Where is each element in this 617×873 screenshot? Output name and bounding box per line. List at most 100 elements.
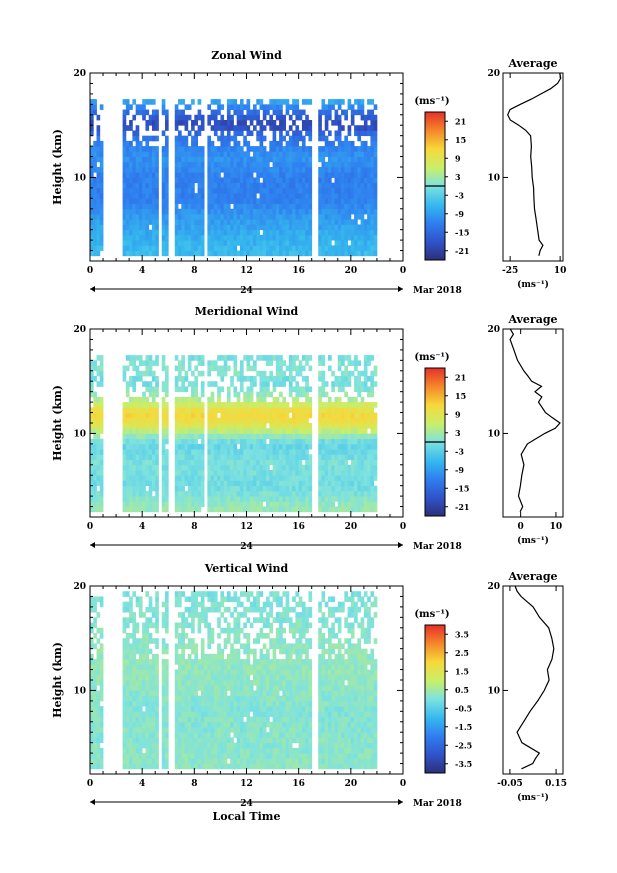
heatmap-cell <box>354 433 358 440</box>
heatmap-cell <box>272 120 277 126</box>
heatmap-cell <box>275 470 280 476</box>
heatmap-cell <box>142 674 146 681</box>
heatmap-cell <box>262 433 267 440</box>
heatmap-cell <box>357 381 362 387</box>
heatmap-cell <box>350 506 355 513</box>
heatmap-cell <box>161 449 166 455</box>
heatmap-cell <box>305 417 309 424</box>
heatmap-cell <box>142 464 146 471</box>
heatmap-cell <box>220 485 225 492</box>
heatmap-cell <box>132 690 137 697</box>
heatmap-cell <box>129 459 133 466</box>
heatmap-cell <box>148 167 153 173</box>
heatmap-cell <box>341 485 345 492</box>
heatmap-cell <box>370 250 375 257</box>
heatmap-cell <box>249 234 254 241</box>
heatmap-cell <box>318 490 322 497</box>
heatmap-cell <box>220 177 225 184</box>
heatmap-cell <box>90 360 94 366</box>
heatmap-cell <box>233 109 238 116</box>
heatmap-cell <box>367 109 371 116</box>
heatmap-cell <box>275 234 280 241</box>
heatmap-cell <box>350 433 355 440</box>
heatmap-cell <box>282 161 287 168</box>
heatmap-cell <box>135 203 140 210</box>
heatmap-cell <box>350 480 355 487</box>
heatmap-cell <box>99 737 104 744</box>
heatmap-cell <box>164 664 169 670</box>
heatmap-cell <box>334 193 339 199</box>
heatmap-cell <box>184 643 189 650</box>
heatmap-cell <box>262 187 267 194</box>
heatmap-cell <box>223 365 228 372</box>
heatmap-cell <box>256 407 260 413</box>
heatmap-cell <box>220 224 225 231</box>
heatmap-cell <box>184 596 189 603</box>
heatmap-cell <box>321 412 326 419</box>
heatmap-cell <box>233 475 238 481</box>
heatmap-cell <box>256 151 260 157</box>
heatmap-cell <box>197 454 202 460</box>
heatmap-cell <box>148 423 153 429</box>
heatmap-cell <box>295 501 300 507</box>
heatmap-cell <box>341 203 345 210</box>
heatmap-cell <box>145 638 150 644</box>
heatmap-cell <box>298 428 303 434</box>
heatmap-cell <box>125 470 130 476</box>
heatmap-cell <box>347 376 352 382</box>
heatmap-cell <box>344 475 348 481</box>
heatmap-cell <box>125 685 130 691</box>
heatmap-cell <box>90 716 94 723</box>
heatmap-cell <box>90 125 94 131</box>
heatmap-cell <box>122 706 127 712</box>
heatmap-cell <box>161 203 166 210</box>
heatmap-cell <box>90 659 94 665</box>
heatmap-cell <box>191 716 195 723</box>
heatmap-cell <box>210 496 215 502</box>
heatmap-cell <box>142 203 146 210</box>
heatmap-cell <box>122 690 127 697</box>
heatmap-cell <box>191 381 195 387</box>
heatmap-cell <box>337 365 342 372</box>
heatmap-cell <box>334 412 339 419</box>
heatmap-cell <box>194 412 198 419</box>
heatmap-cell <box>279 475 283 481</box>
heatmap-cell <box>135 376 140 382</box>
heatmap-cell <box>305 203 309 210</box>
heatmap-cell <box>125 151 130 157</box>
heatmap-cell <box>217 386 221 393</box>
heatmap-cell <box>138 428 143 434</box>
heatmap-cell <box>151 737 156 744</box>
heatmap-cell <box>142 391 146 398</box>
heatmap-cell <box>292 438 296 445</box>
heatmap-cell <box>223 156 228 163</box>
heatmap-cell <box>161 161 166 168</box>
heatmap-cell <box>321 506 326 513</box>
heatmap-cell <box>295 219 300 225</box>
heatmap-cell <box>187 229 192 236</box>
heatmap-cell <box>279 490 283 497</box>
heatmap-cell <box>191 370 195 377</box>
heatmap-cell <box>246 490 251 497</box>
heatmap-cell <box>132 203 137 210</box>
heatmap-cell <box>135 674 140 681</box>
heatmap-cell <box>223 219 228 225</box>
heatmap-cell <box>347 250 352 257</box>
heatmap-cell <box>145 695 150 702</box>
heatmap-cell <box>249 417 254 424</box>
heatmap-cell <box>324 172 329 178</box>
heatmap-cell <box>145 506 150 513</box>
heatmap-cell <box>125 193 130 199</box>
heatmap-cell <box>367 177 371 184</box>
heatmap-cell <box>259 490 264 497</box>
heatmap-cell <box>197 669 202 676</box>
heatmap-cell <box>305 120 309 126</box>
heatmap-cell <box>178 643 182 650</box>
heatmap-cell <box>269 417 273 424</box>
heatmap-cell <box>129 125 133 131</box>
heatmap-cell <box>321 99 326 105</box>
heatmap-cell <box>178 402 182 408</box>
heatmap-cell <box>164 203 169 210</box>
heatmap-cell <box>96 370 101 377</box>
heatmap-cell <box>226 412 231 419</box>
